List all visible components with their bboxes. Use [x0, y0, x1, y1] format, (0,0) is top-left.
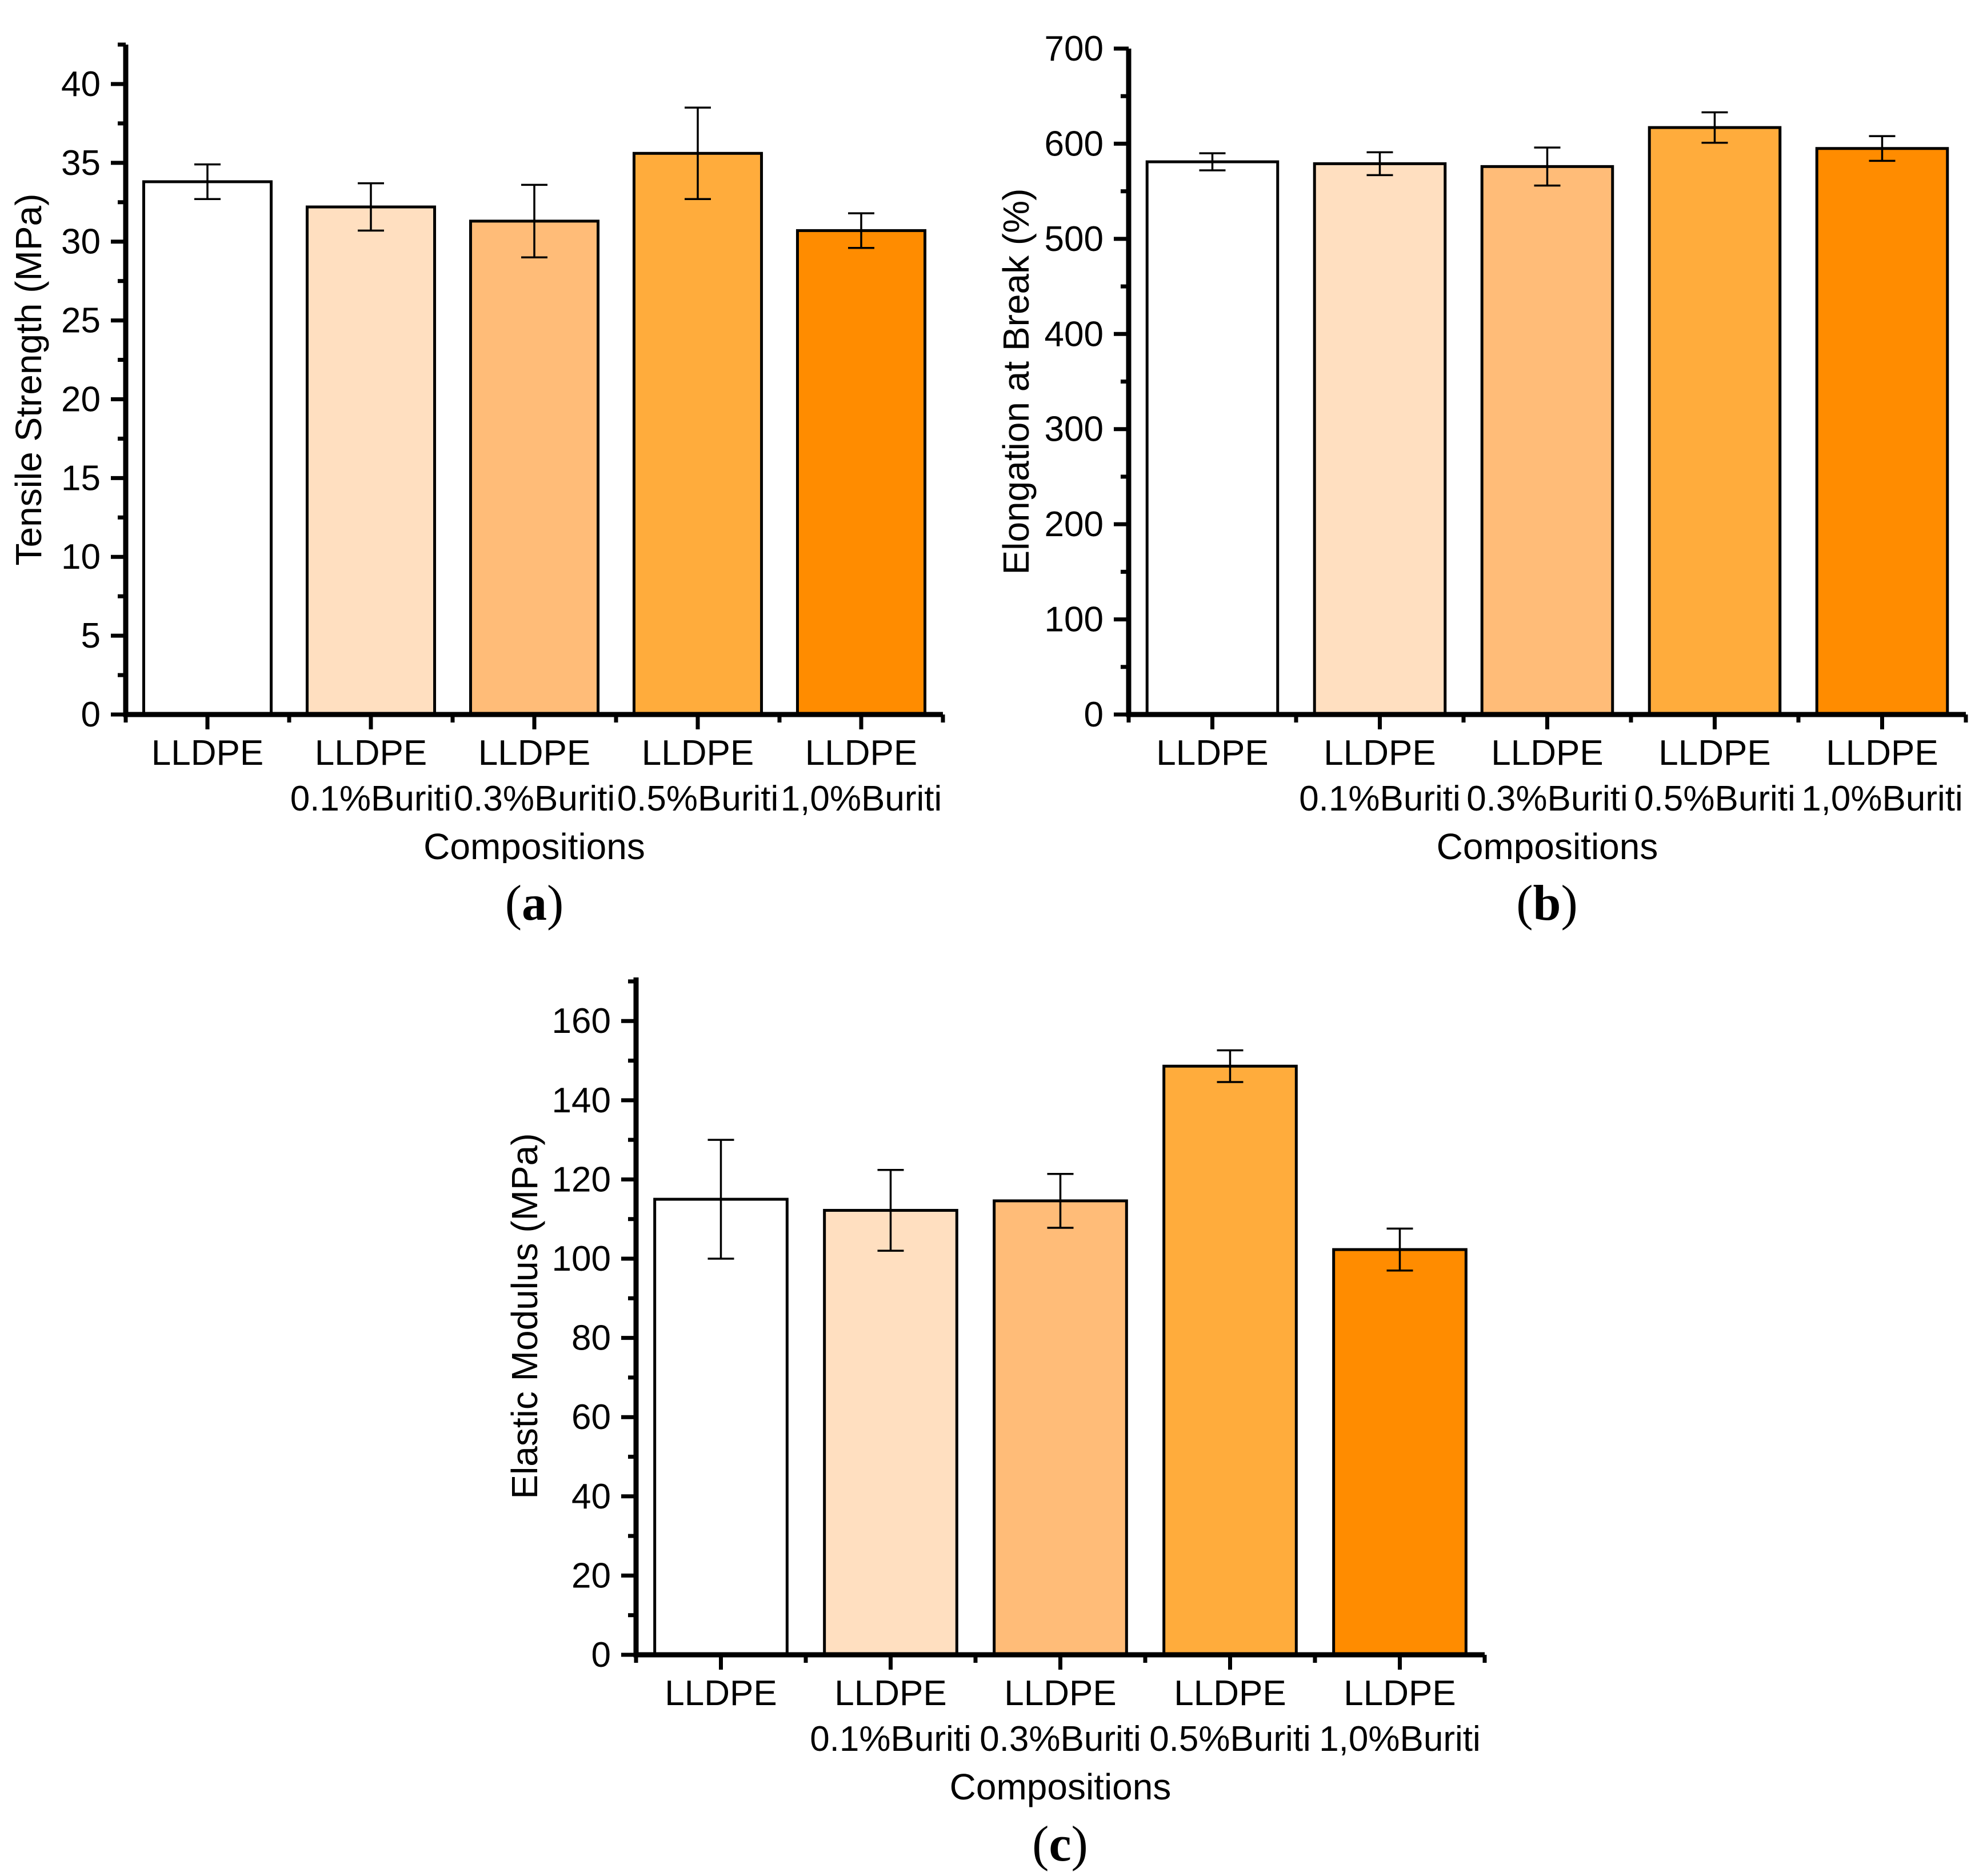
- x-category-sublabel: 0.1%Buriti: [810, 1719, 971, 1759]
- chart-panel-c: LLDPE LLDPE 0.1%Buriti LLDPE 0.3%Buriti LLDPE…: [496, 943, 1502, 1876]
- caption-letter-a: a: [522, 875, 547, 931]
- x-category-sublabel: 0.5%Buriti: [1149, 1719, 1311, 1759]
- y-axis-tick-label: 200: [1045, 505, 1104, 544]
- x-axis-title: Compositions: [1437, 826, 1658, 863]
- y-axis-tick-label: 80: [571, 1319, 611, 1358]
- bar-a-1: [142, 180, 273, 716]
- x-category-sublabel: 0.3%Buriti: [979, 1719, 1141, 1759]
- y-axis-tick-label: 25: [61, 301, 101, 341]
- x-category-sublabel: 1,0%Buriti: [1801, 779, 1963, 819]
- y-axis-tick-label: 35: [61, 143, 101, 183]
- caption-paren-close: ): [547, 875, 564, 931]
- bar-chart-b: LLDPE LLDPE 0.1%Buriti LLDPE 0.3%Buriti LLDPE…: [996, 29, 1968, 863]
- y-axis-tick-label: 160: [552, 1001, 611, 1041]
- x-category-label: LLDPE: [834, 1674, 946, 1713]
- x-category-label: LLDPE: [642, 733, 754, 773]
- y-axis-tick-label: 500: [1045, 219, 1104, 259]
- y-axis-title: Elastic Modulus (MPa): [504, 1133, 545, 1499]
- bar-b-2: [1313, 162, 1447, 716]
- y-axis-tick-label: 30: [61, 222, 101, 262]
- x-category-label: LLDPE: [1004, 1674, 1116, 1713]
- bar-chart-a: LLDPE LLDPE 0.1%Buriti LLDPE 0.3%Buriti LLDPE…: [11, 42, 945, 863]
- bar-c-5: [1332, 1248, 1468, 1657]
- panel-caption-c: (c): [557, 1812, 1563, 1876]
- y-axis-tick-label: 700: [1045, 29, 1104, 69]
- bar-c-2: [823, 1208, 958, 1657]
- chart-panel-a: LLDPE LLDPE 0.1%Buriti LLDPE 0.3%Buriti LLDPE…: [11, 0, 983, 943]
- bar-chart-c: LLDPE LLDPE 0.1%Buriti LLDPE 0.3%Buriti LLDPE…: [504, 977, 1487, 1807]
- caption-paren-close: ): [1561, 875, 1578, 931]
- y-axis-tick-label: 0: [591, 1635, 611, 1675]
- x-category-label: LLDPE: [315, 733, 427, 773]
- x-category-sublabel: 0.3%Buriti: [454, 779, 615, 819]
- x-category-label: LLDPE: [1658, 733, 1770, 773]
- y-axis-tick-label: 15: [61, 458, 101, 498]
- x-category-label: LLDPE: [1174, 1674, 1286, 1713]
- bar-b-5: [1815, 147, 1949, 716]
- y-axis-tick-label: 0: [81, 695, 101, 735]
- bar-a-4: [632, 151, 763, 716]
- caption-letter-c: c: [1049, 1816, 1072, 1872]
- bar-b-4: [1648, 126, 1782, 716]
- y-axis-tick-label: 40: [61, 65, 101, 104]
- caption-paren-open: (: [1516, 875, 1533, 931]
- x-category-sublabel: 0.1%Buriti: [1299, 779, 1461, 819]
- x-axis-title: Compositions: [423, 826, 645, 863]
- x-category-sublabel: 0.5%Buriti: [617, 779, 779, 819]
- bar-a-3: [469, 219, 600, 716]
- x-category-label: LLDPE: [1491, 733, 1603, 773]
- y-axis-title: Elongation at Break (%): [996, 189, 1037, 575]
- y-axis-title: Tensile Strength (MPa): [11, 194, 49, 566]
- y-axis-tick-label: 5: [81, 616, 101, 656]
- bar-a-2: [305, 205, 437, 716]
- y-axis-tick-label: 100: [1045, 600, 1104, 640]
- chart-panel-b: LLDPE LLDPE 0.1%Buriti LLDPE 0.3%Buriti LLDPE…: [994, 0, 1975, 943]
- y-axis-tick-label: 140: [552, 1081, 611, 1120]
- caption-paren-open: (: [1032, 1816, 1049, 1872]
- caption-paren-close: ): [1071, 1816, 1088, 1872]
- y-axis-tick-label: 40: [571, 1477, 611, 1516]
- panel-caption-b: (b): [1057, 863, 1975, 943]
- x-category-sublabel: 1,0%Buriti: [781, 779, 942, 819]
- x-category-sublabel: 1,0%Buriti: [1319, 1719, 1481, 1759]
- caption-paren-open: (: [505, 875, 522, 931]
- x-category-label: LLDPE: [665, 1674, 777, 1713]
- bar-c-1: [653, 1198, 789, 1657]
- x-category-label: LLDPE: [151, 733, 263, 773]
- y-axis-tick-label: 20: [571, 1556, 611, 1595]
- y-axis-tick-label: 20: [61, 380, 101, 419]
- bar-a-5: [795, 229, 927, 716]
- x-category-label: LLDPE: [1344, 1674, 1456, 1713]
- y-axis-tick-label: 100: [552, 1239, 611, 1279]
- panel-caption-a: (a): [49, 863, 1020, 943]
- x-category-label: LLDPE: [1324, 733, 1436, 773]
- y-axis-tick-label: 400: [1045, 314, 1104, 354]
- x-category-sublabel: 0.5%Buriti: [1634, 779, 1796, 819]
- y-axis-tick-label: 10: [61, 537, 101, 577]
- y-axis-tick-label: 300: [1045, 410, 1104, 449]
- x-category-label: LLDPE: [1826, 733, 1938, 773]
- x-category-label: LLDPE: [805, 733, 917, 773]
- x-category-sublabel: 0.1%Buriti: [290, 779, 452, 819]
- bar-b-3: [1480, 165, 1614, 716]
- x-axis-title: Compositions: [950, 1766, 1172, 1807]
- y-axis-tick-label: 120: [552, 1160, 611, 1199]
- bar-b-1: [1145, 160, 1280, 716]
- bar-c-3: [993, 1199, 1128, 1657]
- x-category-sublabel: 0.3%Buriti: [1466, 779, 1628, 819]
- caption-letter-b: b: [1533, 875, 1561, 931]
- y-axis-tick-label: 0: [1084, 695, 1104, 735]
- y-axis-tick-label: 60: [571, 1398, 611, 1437]
- x-category-label: LLDPE: [478, 733, 590, 773]
- x-category-label: LLDPE: [1156, 733, 1268, 773]
- bar-c-4: [1162, 1064, 1298, 1657]
- y-axis-tick-label: 600: [1045, 124, 1104, 163]
